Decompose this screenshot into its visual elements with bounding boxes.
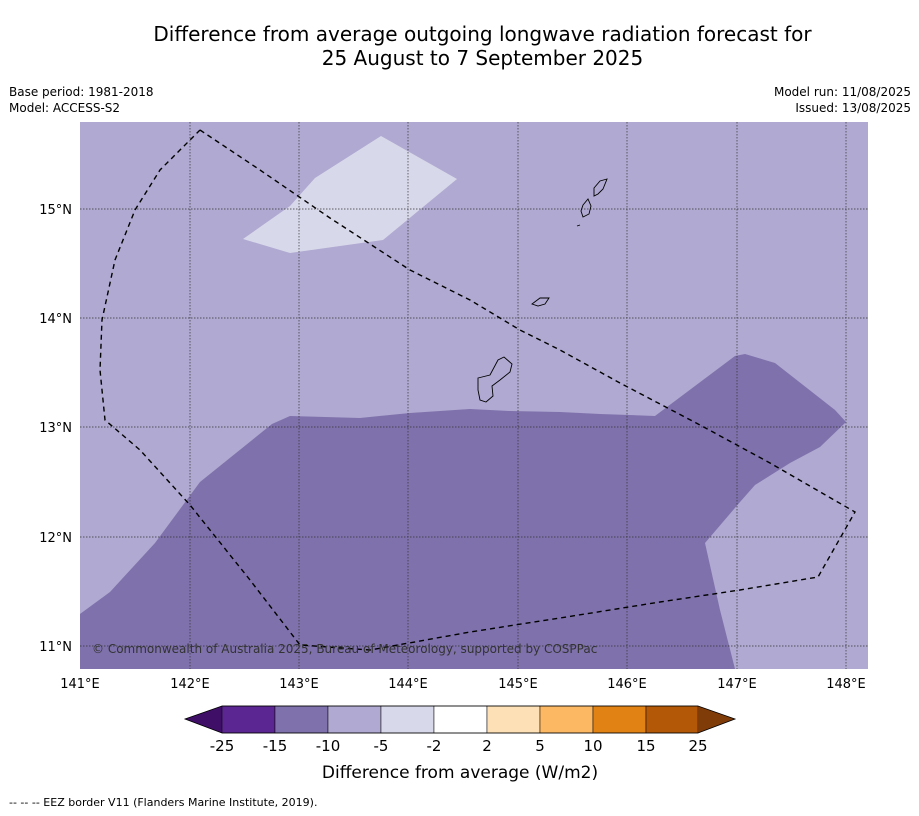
colorbar-segment: [221, 705, 276, 734]
colorbar-tick-label: 2: [482, 737, 492, 755]
island-tinian: [580, 198, 592, 218]
colorbar-segment: [645, 705, 699, 734]
lon-tick-label: 148°E: [826, 677, 866, 692]
eez-border: [99, 129, 856, 651]
colorbar-tick-label: -5: [374, 737, 389, 755]
lon-tick-label: 144°E: [388, 677, 428, 692]
title-line-1: Difference from average outgoing longwav…: [153, 22, 812, 46]
title-line-2: 25 August to 7 September 2025: [321, 46, 644, 70]
lat-tick-label: 11°N: [39, 640, 72, 655]
lon-axis: 141°E 142°E 143°E 144°E 145°E 146°E 147°…: [60, 677, 866, 692]
colorbar-segment: [539, 705, 594, 734]
map-area: © Commonwealth of Australia 2025, Bureau…: [80, 122, 868, 669]
colorbar-segment: [274, 705, 329, 734]
islands: [477, 178, 608, 403]
lon-tick-label: 146°E: [607, 677, 647, 692]
colorbar-tick-label: 5: [535, 737, 545, 755]
colorbar-tick-label: 15: [636, 737, 655, 755]
colorbar-segment: [592, 705, 647, 734]
chart-title: Difference from average outgoing longwav…: [0, 22, 919, 70]
colorbar-extend-max: [698, 706, 735, 733]
island-aguijan: [576, 224, 581, 227]
colorbar-tick-label: -15: [263, 737, 288, 755]
base-period: Base period: 1981-2018: [9, 85, 154, 99]
anomaly-region-lighter: [243, 136, 457, 253]
lat-tick-label: 13°N: [39, 421, 72, 436]
colorbar-segment: [433, 705, 488, 734]
copyright-text: © Commonwealth of Australia 2025, Bureau…: [92, 642, 597, 656]
anomaly-region-darker: [80, 354, 846, 669]
colorbar: -25 -15 -10 -5 -2 2 5 10 15 25 Differenc…: [183, 705, 737, 783]
colorbar-tick-label: -10: [316, 737, 341, 755]
colorbar-segment: [486, 705, 541, 734]
lon-tick-label: 141°E: [60, 677, 100, 692]
colorbar-extend-min: [185, 706, 222, 733]
graticule: [80, 122, 868, 669]
colorbar-tick-label: 25: [688, 737, 707, 755]
lat-tick-label: 15°N: [39, 203, 72, 218]
lat-tick-label: 14°N: [39, 312, 72, 327]
island-rota: [531, 297, 550, 307]
model-name: Model: ACCESS-S2: [9, 101, 121, 115]
island-saipan: [593, 178, 608, 197]
lat-axis: 15°N 14°N 13°N 12°N 11°N: [39, 203, 72, 655]
island-guam: [477, 356, 513, 403]
colorbar-label: Difference from average (W/m2): [322, 763, 598, 783]
meta-left: Base period: 1981-2018 Model: ACCESS-S2: [9, 84, 154, 116]
lon-tick-label: 143°E: [279, 677, 319, 692]
footer-note: -- -- -- EEZ border V11 (Flanders Marine…: [9, 796, 318, 809]
lon-tick-label: 145°E: [498, 677, 538, 692]
lat-tick-label: 12°N: [39, 531, 72, 546]
colorbar-tick-label: 10: [583, 737, 602, 755]
colorbar-tick-label: -25: [210, 737, 235, 755]
meta-right: Model run: 11/08/2025 Issued: 13/08/2025: [774, 84, 911, 116]
colorbar-tick-label: -2: [427, 737, 442, 755]
colorbar-segment: [380, 705, 435, 734]
colorbar-segment: [327, 705, 382, 734]
issued-date: Issued: 13/08/2025: [795, 101, 911, 115]
lon-tick-label: 147°E: [717, 677, 757, 692]
colorbar-outline: [183, 705, 737, 734]
model-run: Model run: 11/08/2025: [773, 85, 911, 99]
lon-tick-label: 142°E: [170, 677, 210, 692]
